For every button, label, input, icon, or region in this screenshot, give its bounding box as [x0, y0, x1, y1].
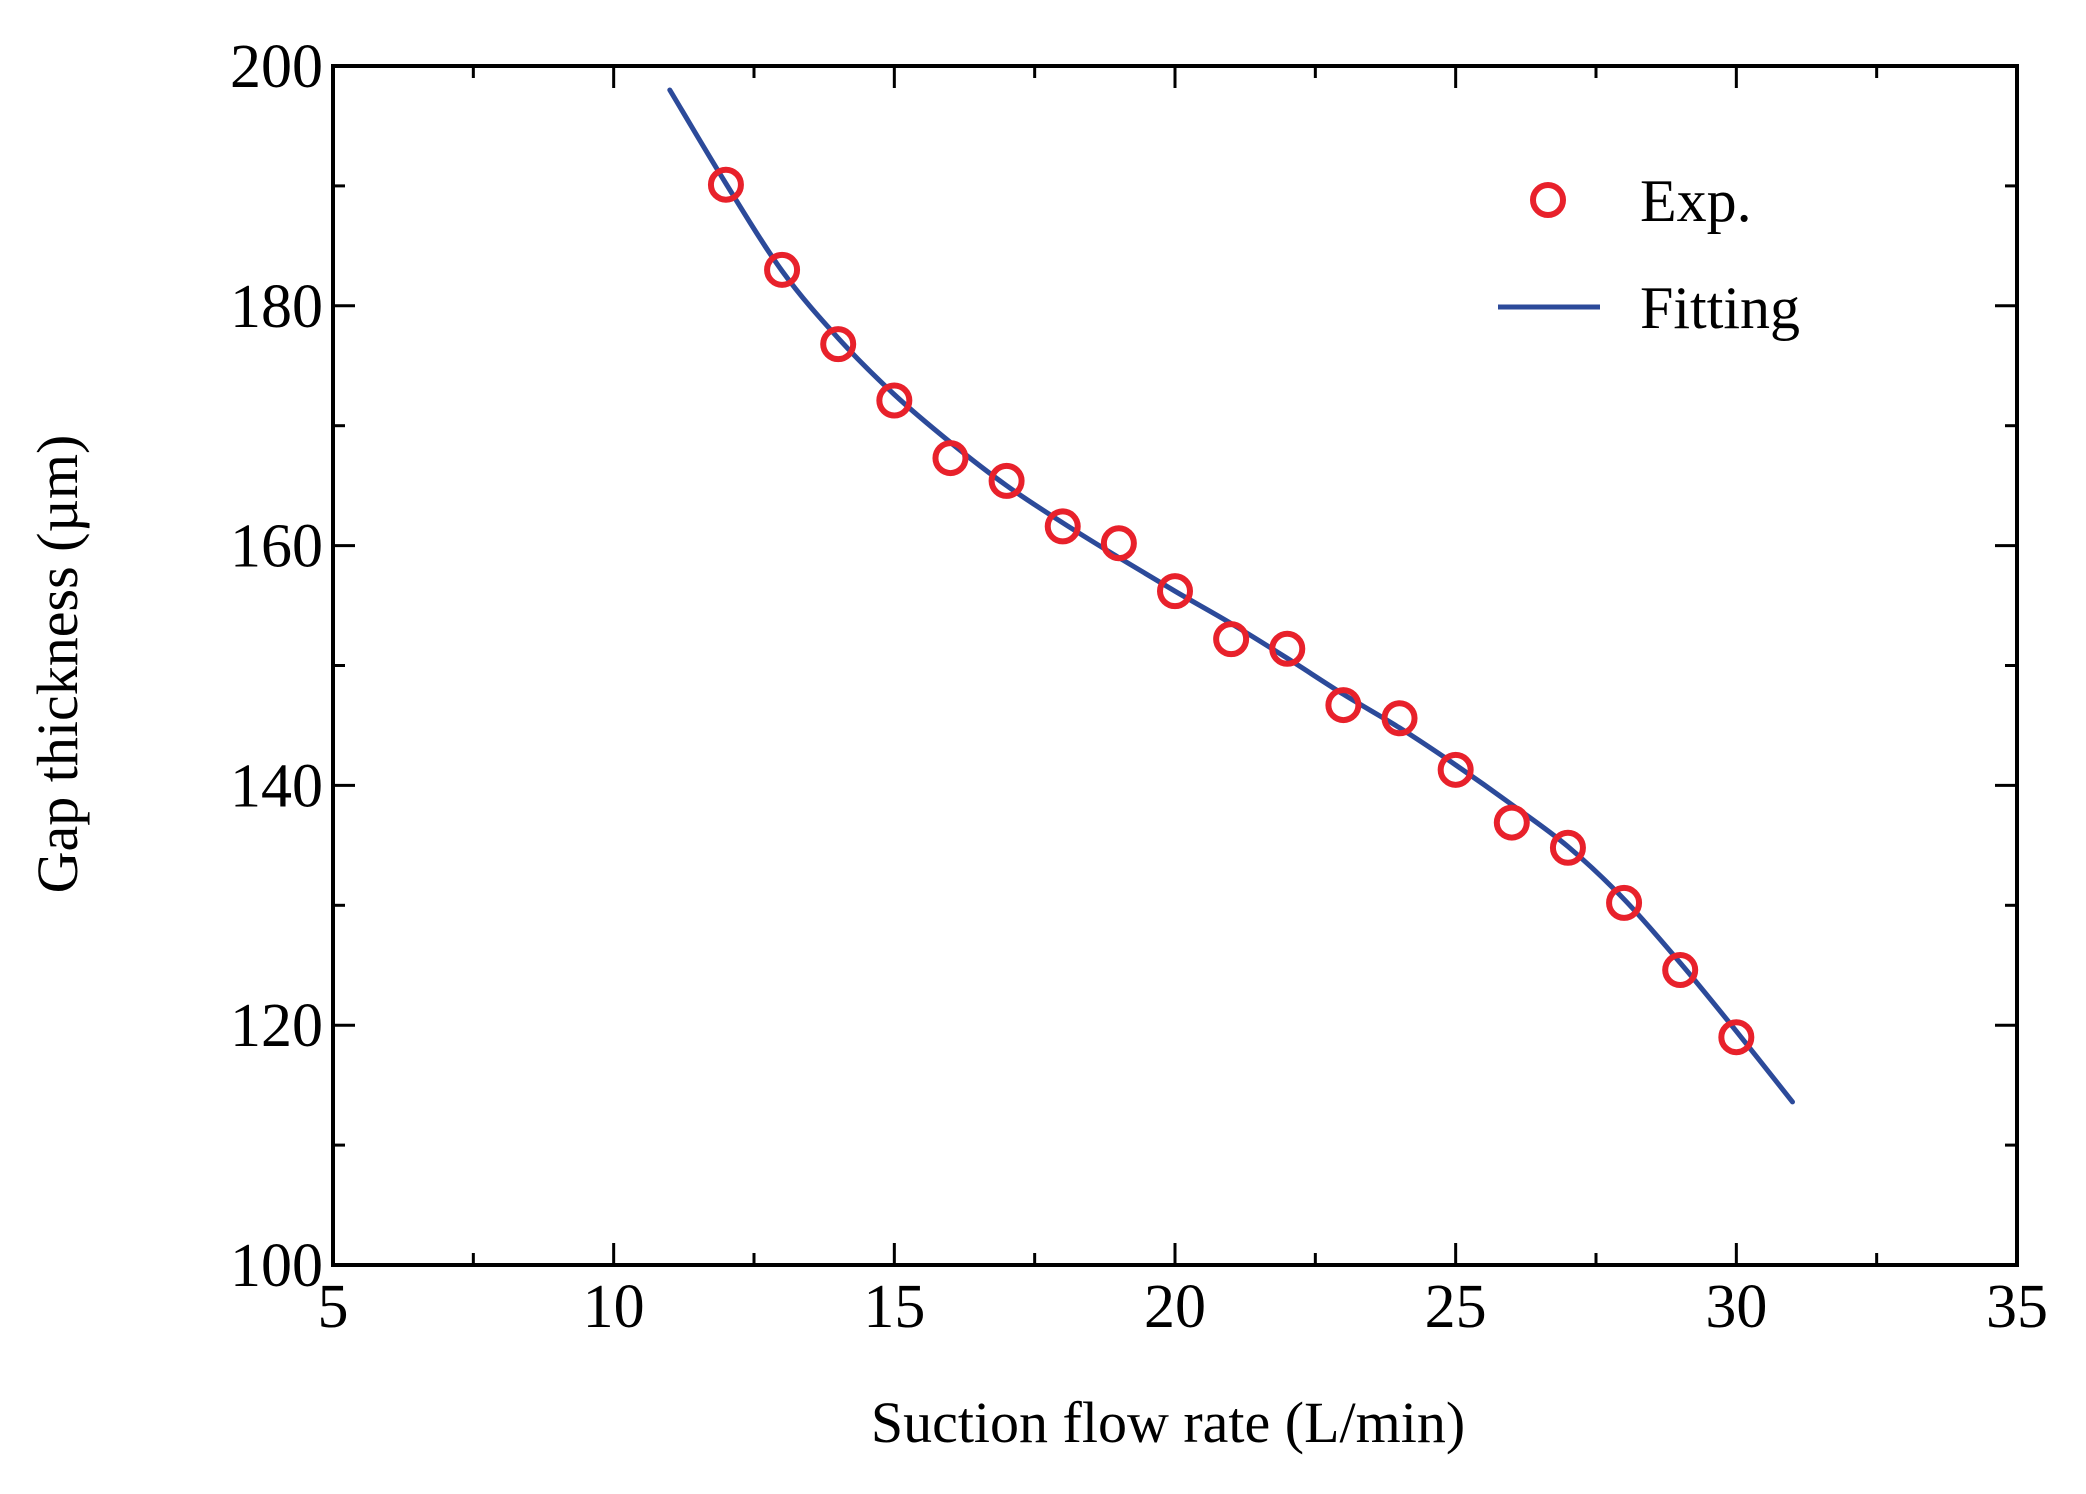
exp-data-point: [1437, 751, 1474, 788]
exp-data-point: [876, 382, 913, 419]
exp-data-point: [1493, 804, 1530, 841]
legend-label-fitting: Fitting: [1640, 275, 1800, 341]
exp-data-point: [1100, 525, 1137, 562]
exp-data-point: [1662, 952, 1699, 989]
x-tick-label: 25: [1425, 1273, 1487, 1341]
exp-data-point: [1157, 573, 1193, 610]
x-tick-label: 20: [1144, 1273, 1206, 1341]
x-tick-label: 15: [863, 1273, 925, 1341]
exp-data-point: [1718, 1019, 1755, 1056]
exp-data-point: [932, 440, 969, 477]
exp-data-point: [707, 166, 744, 203]
exp-data-point: [820, 326, 857, 363]
exp-data-point: [1549, 829, 1586, 866]
y-tick-label: 120: [230, 992, 323, 1060]
x-tick-label: 30: [1705, 1273, 1767, 1341]
legend-marker-exp: [1530, 182, 1566, 218]
exp-data-point: [764, 251, 801, 288]
legend-label-exp: Exp.: [1640, 168, 1752, 234]
exp-data-point: [1044, 508, 1081, 545]
x-tick-label: 5: [318, 1273, 349, 1341]
y-tick-label: 100: [230, 1232, 323, 1300]
y-axis-title: Gap thickness (µm): [25, 435, 90, 894]
x-tick-label: 35: [1986, 1273, 2048, 1341]
y-tick-label: 160: [230, 513, 323, 581]
x-axis-title: Suction flow rate (L/min): [871, 1390, 1465, 1455]
y-tick-label: 140: [230, 752, 323, 820]
exp-data-point: [1325, 687, 1362, 724]
exp-data-point: [1381, 700, 1418, 737]
y-tick-label: 180: [230, 273, 323, 341]
exp-data-point: [1213, 621, 1250, 658]
exp-data-point: [988, 462, 1025, 499]
exp-data-point: [1606, 884, 1643, 921]
y-tick-label: 200: [230, 33, 323, 101]
exp-data-point: [1269, 630, 1306, 667]
x-tick-label: 10: [583, 1273, 645, 1341]
